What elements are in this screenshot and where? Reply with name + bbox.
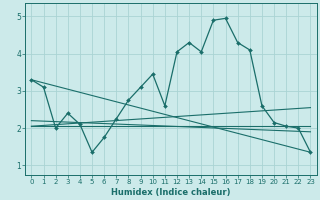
X-axis label: Humidex (Indice chaleur): Humidex (Indice chaleur) (111, 188, 231, 197)
